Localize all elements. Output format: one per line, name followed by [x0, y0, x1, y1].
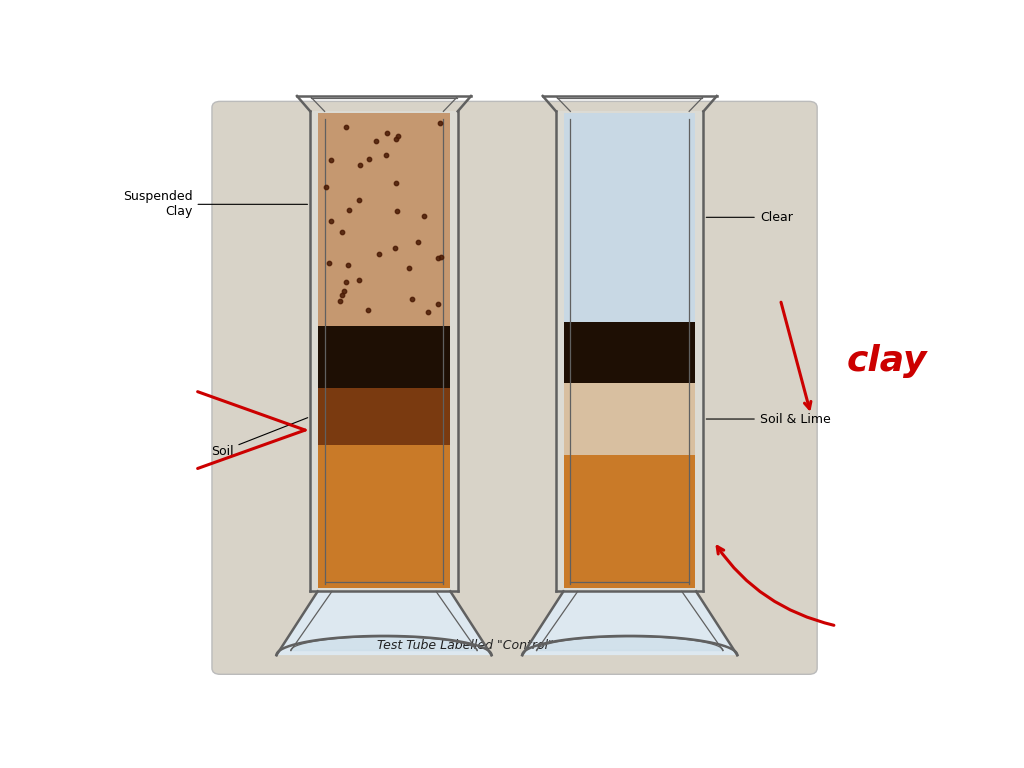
Bar [318, 326, 450, 388]
Text: Clear: Clear [707, 210, 793, 223]
Point [388, 177, 404, 189]
Point [379, 127, 395, 139]
Point [368, 135, 384, 147]
Point [350, 194, 367, 207]
Point [332, 295, 348, 307]
Point [321, 257, 337, 270]
Point [420, 306, 436, 318]
Text: clay: clay [847, 344, 928, 378]
Text: Suspended
Clay: Suspended Clay [123, 190, 307, 218]
Point [389, 130, 406, 142]
Point [340, 259, 356, 271]
Point [378, 148, 394, 161]
Point [388, 132, 404, 144]
Polygon shape [276, 591, 492, 655]
Bar [564, 322, 695, 383]
Point [336, 285, 352, 297]
Bar [318, 388, 450, 445]
Point [389, 205, 406, 217]
Bar [310, 111, 458, 591]
Point [359, 303, 376, 316]
Point [430, 298, 446, 310]
Point [387, 242, 403, 254]
Text: Soil: Soil [211, 418, 307, 458]
Bar [564, 113, 695, 322]
Polygon shape [291, 637, 477, 650]
Point [416, 210, 432, 222]
Bar [318, 445, 450, 588]
Bar [556, 111, 703, 591]
Point [371, 248, 387, 260]
Bar [318, 113, 450, 326]
Point [338, 121, 354, 133]
Point [430, 252, 446, 264]
Bar [564, 383, 695, 455]
Point [411, 236, 427, 248]
Point [341, 204, 357, 217]
Polygon shape [522, 591, 737, 655]
Point [334, 225, 350, 237]
Point [360, 152, 377, 164]
Bar [564, 455, 695, 588]
Point [432, 251, 449, 263]
FancyBboxPatch shape [212, 101, 817, 674]
Point [323, 214, 339, 227]
Text: Soil & Lime: Soil & Lime [707, 412, 830, 425]
Point [324, 154, 340, 166]
Point [350, 274, 367, 286]
Text: Test Tube Labelled "Control": Test Tube Labelled "Control" [378, 639, 554, 651]
Point [317, 181, 334, 194]
Polygon shape [537, 637, 723, 650]
Point [352, 159, 369, 171]
Point [334, 289, 350, 301]
Point [403, 293, 420, 306]
Point [401, 261, 418, 273]
Point [432, 117, 449, 129]
Point [337, 276, 353, 288]
